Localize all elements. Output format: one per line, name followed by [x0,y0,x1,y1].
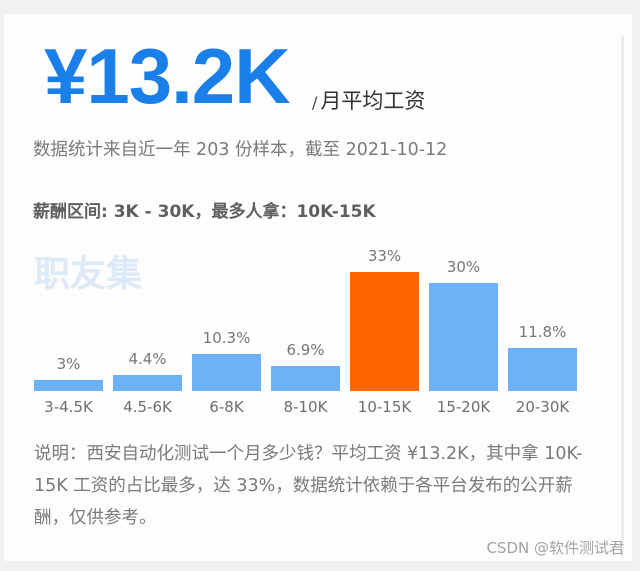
brand-watermark: 职友集 [34,254,143,295]
average-salary-value: ¥13.2K [44,32,291,120]
sample-info: 数据统计来自近一年 203 份样本，截至 2021-10-12 [33,140,448,160]
salary-card [4,14,632,561]
unit-label: 月平均工资 [320,89,426,113]
csdn-watermark: CSDN @软件测试君 [486,539,624,557]
average-salary-unit: / 月平均工资 [312,88,425,116]
description-text: 说明：西安自动化测试一个月多少钱？平均工资 ¥13.2K，其中拿 10K-15K… [34,444,583,528]
unit-slash: / [312,93,318,112]
card-scroll-edge [621,36,624,556]
salary-range-summary: 薪酬区间: 3K - 30K，最多人拿：10K-15K [33,202,376,222]
